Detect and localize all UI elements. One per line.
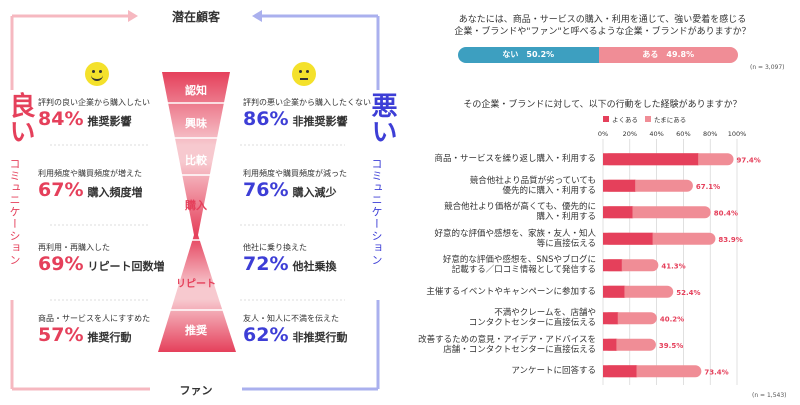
total-label: 80.4% <box>714 209 738 217</box>
bad-stat: 利用頻度や購買頻度が減った 76% 購入減少 <box>243 169 347 201</box>
funnel-graphic <box>10 10 380 391</box>
total-label: 83.9% <box>718 236 742 244</box>
stage-awareness: 認知 <box>185 84 207 97</box>
category-label: 好意的な評価や感想を、SNSやブログに 記載する／口コミ情報として発信する <box>442 255 596 276</box>
bad-stat: 他社に乗り換えた 72% 他社乗換 <box>243 243 337 275</box>
smile-icon <box>85 62 109 86</box>
bar-often <box>603 232 653 245</box>
legend-label: たまにある <box>654 116 686 124</box>
category-label: 改善するための意見・アイデア・アドバイスを 店舗・コンタクトセンターに直接伝える <box>418 334 596 355</box>
q1-bar-no: ない 50.2% <box>458 47 599 63</box>
q1-line1: あなたには、商品・サービスの購入・利用を通じて、強い愛着を感じる <box>458 15 747 25</box>
total-label: 52.4% <box>676 289 700 297</box>
category-label: 好意的な評価や感想を、家族・友人・知人 等に直接伝える <box>434 228 596 249</box>
bad-stat: 評判の悪い企業から購入したくない 86% 非推奨影響 <box>243 98 371 130</box>
category-label: 競合他社より品質が劣っていても 優先的に購入・利用する <box>469 175 596 196</box>
bottom-label: ファン <box>150 382 242 398</box>
total-label: 40.2% <box>660 315 684 323</box>
bad-subtitle: コミュニケーション <box>370 158 383 266</box>
tick-label: 80% <box>703 130 717 138</box>
good-title: 良い <box>5 92 35 144</box>
q2-title: その企業・ブランドに対して、以下の行動をした経験がありますか？ <box>463 100 742 110</box>
total-label: 67.1% <box>696 183 720 191</box>
bad-title: 悪い <box>367 92 397 144</box>
stage-recommend: 推奨 <box>185 324 207 337</box>
stage-repeat: リピート <box>176 279 216 290</box>
good-stat: 評判の良い企業から購入したい 84% 推奨影響 <box>38 98 150 130</box>
bar-often <box>603 259 622 272</box>
bar-often <box>603 179 636 192</box>
total-label: 97.4% <box>737 156 761 164</box>
legend-swatch <box>603 116 609 122</box>
bar-often <box>603 285 625 298</box>
bad-stat: 友人・知人に不満を伝えた 62% 非推奨行動 <box>243 314 348 346</box>
stage-interest: 興味 <box>185 117 207 130</box>
good-stat: 利用頻度や購買頻度が増えた 67% 購入頻度増 <box>38 169 143 201</box>
total-label: 41.3% <box>661 262 685 270</box>
tick-label: 20% <box>623 130 637 138</box>
bar-often <box>603 365 637 378</box>
tick-label: 40% <box>649 130 663 138</box>
top-label: 潜在顧客 <box>171 10 220 24</box>
q1-series-value: 49.8% <box>666 50 695 59</box>
total-label: 39.5% <box>659 342 683 350</box>
funnel-bottom <box>158 235 236 352</box>
good-subtitle: コミュニケーション <box>8 158 21 266</box>
q1-series-value: 50.2% <box>526 50 555 59</box>
category-label: 不満やクレームを、店舗や コンタクトセンターに直接伝える <box>468 308 596 329</box>
q2-note: (n = 1,543) <box>752 392 787 399</box>
bar-often <box>603 153 699 166</box>
category-label: 主催するイベントやキャンペーンに参加する <box>426 286 596 297</box>
frown-icon <box>292 62 316 86</box>
category-label: アンケートに回答する <box>511 366 596 377</box>
q1-note: (n = 3,097) <box>750 64 785 71</box>
q1-line2: 企業・ブランドや"ファン"と呼べるような企業・ブランドがありますか？ <box>454 27 751 37</box>
stage-purchase: 購入 <box>185 199 207 212</box>
bar-often <box>603 206 633 219</box>
funnel-top <box>162 72 230 235</box>
stage-compare: 比較 <box>185 154 207 167</box>
category-label: 競合他社より価格が高くても、優先的に 購入・利用する <box>444 202 596 223</box>
bar-often <box>603 312 618 325</box>
good-stat: 商品・サービスを人にすすめた 57% 推奨行動 <box>38 314 151 346</box>
q1-series-name: ない <box>502 50 519 59</box>
q1-series-name: ある <box>642 50 659 59</box>
category-label: 商品・サービスを繰り返し購入・利用する <box>434 154 596 165</box>
tick-label: 60% <box>676 130 690 138</box>
total-label: 73.4% <box>704 368 728 376</box>
good-stat: 再利用・再購入した 69% リピート回数増 <box>38 243 165 275</box>
legend-label: よくある <box>612 116 638 124</box>
bar-often <box>603 338 617 351</box>
tick-label: 100% <box>728 130 747 138</box>
tick-label: 0% <box>598 130 608 138</box>
legend-swatch <box>645 116 651 122</box>
q1-bar-yes: ある 49.8% <box>598 47 738 63</box>
